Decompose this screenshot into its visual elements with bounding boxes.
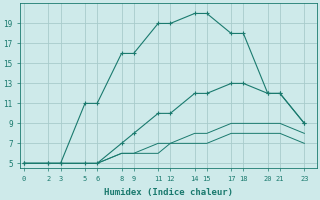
X-axis label: Humidex (Indice chaleur): Humidex (Indice chaleur) [104,188,233,197]
